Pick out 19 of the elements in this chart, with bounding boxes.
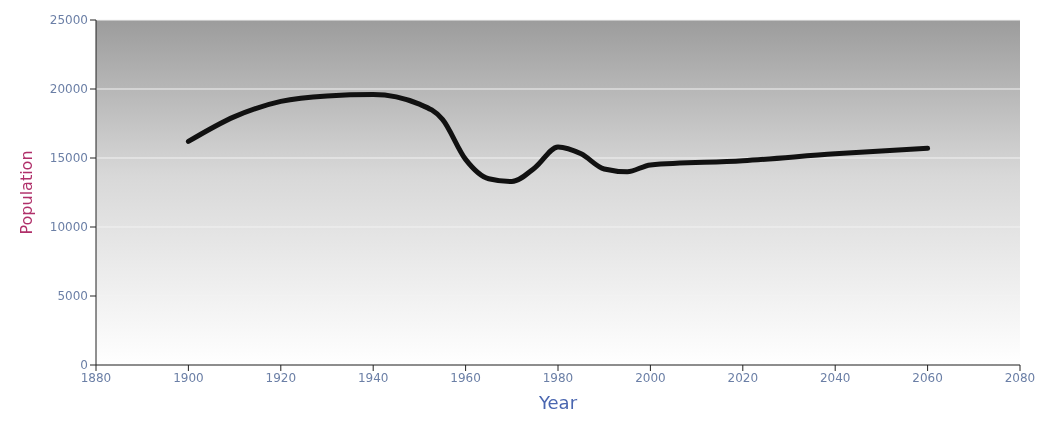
x-tick-label: 2020: [727, 370, 759, 385]
x-axis-title: Year: [537, 392, 578, 413]
x-tick-label: 1900: [173, 370, 204, 385]
y-tick-label: 10000: [49, 220, 88, 235]
y-tick-label: 20000: [49, 82, 88, 97]
x-tick-label: 1980: [542, 370, 574, 385]
x-tick-label: 1880: [80, 370, 112, 385]
y-tick-label: 5000: [57, 289, 88, 304]
y-axis-title: Population: [16, 150, 36, 235]
x-tick-label: 2060: [912, 370, 943, 385]
x-tick-label: 2080: [1004, 370, 1036, 385]
y-tick-label: 25000: [49, 13, 88, 28]
x-tick-label: 1940: [357, 370, 389, 385]
y-tick-label: 0: [80, 358, 88, 373]
x-tick-label: 1960: [450, 370, 481, 385]
x-tick-label: 2040: [819, 370, 851, 385]
x-tick-label: 1920: [265, 370, 297, 385]
x-tick-label: 2000: [635, 370, 666, 385]
y-tick-label: 15000: [49, 151, 88, 166]
